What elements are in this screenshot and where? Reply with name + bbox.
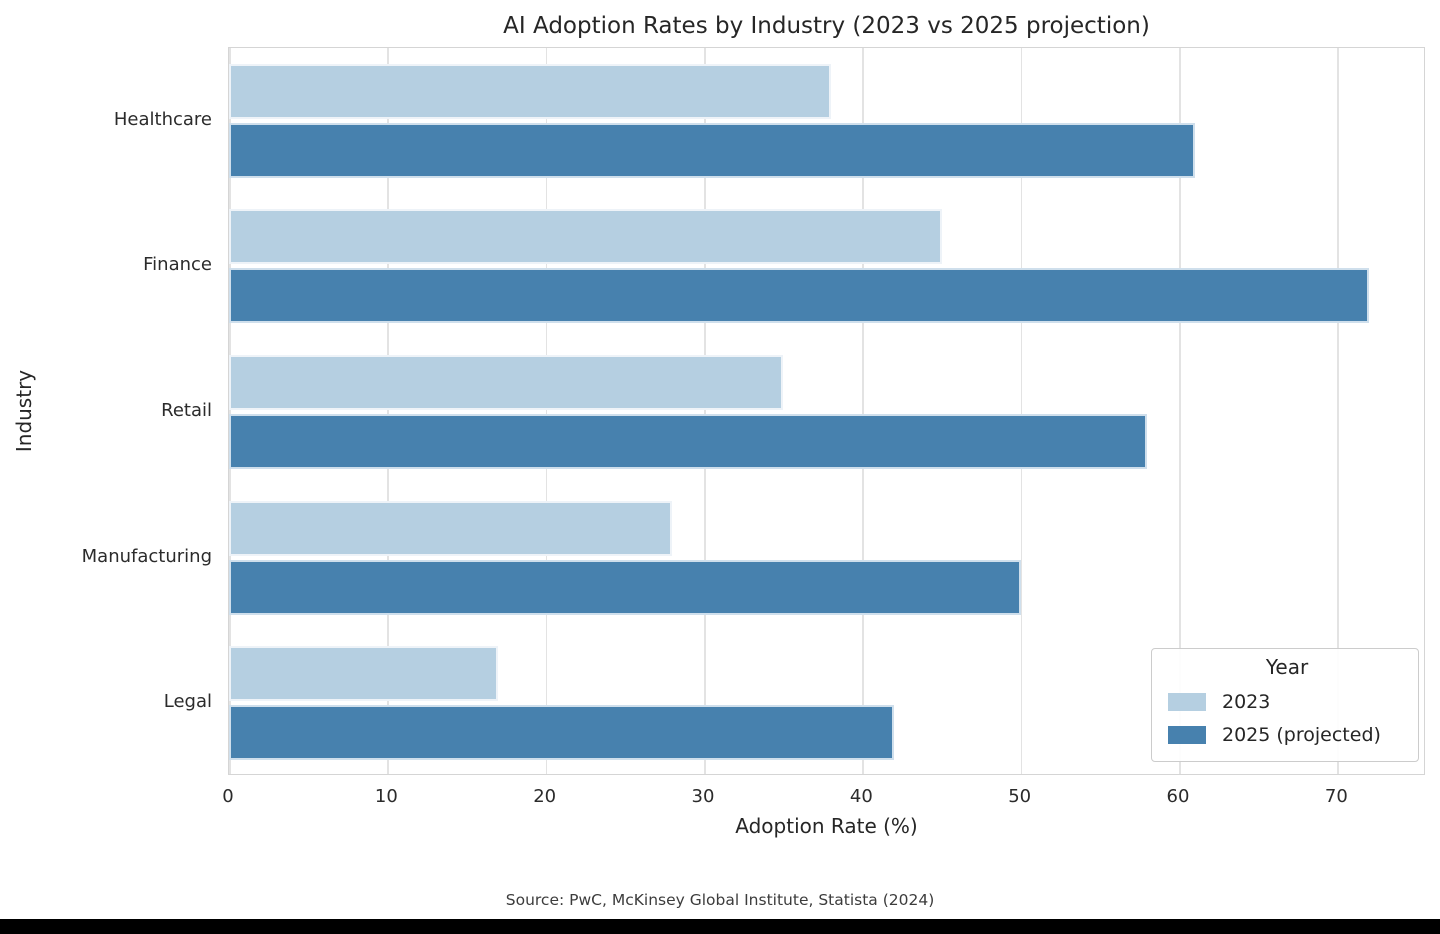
legend-label: 2025 (projected): [1222, 723, 1381, 746]
x-tick-label-60: 60: [1166, 786, 1190, 807]
y-tick-label-manufacturing: Manufacturing: [81, 545, 212, 567]
gridline-x-40: [862, 48, 864, 774]
legend: Year 2023 2025 (projected): [1151, 648, 1419, 762]
bar-retail-2023: [229, 355, 784, 410]
legend-title: Year: [1265, 655, 1309, 679]
x-axis-title: Adoption Rate (%): [735, 814, 918, 838]
bar-healthcare-2023: [229, 63, 831, 119]
gridline-x-70: [1337, 48, 1339, 774]
plot-area: Year 2023 2025 (projected): [228, 47, 1425, 775]
legend-entries: 2023 2025 (projected): [1168, 685, 1406, 751]
gridline-x-30: [704, 48, 706, 774]
legend-entry: 2025 (projected): [1168, 718, 1406, 751]
legend-swatch: [1168, 725, 1206, 744]
legend-swatch: [1168, 692, 1206, 711]
x-tick-label-10: 10: [374, 786, 398, 807]
bottom-black-bar: [0, 919, 1440, 934]
gridline-x-10: [387, 48, 389, 774]
gridline-x-20: [545, 48, 548, 774]
x-tick-label-70: 70: [1324, 786, 1348, 807]
gridline-x-0: [229, 48, 231, 774]
bar-finance-2025: [229, 268, 1369, 324]
x-tick-label-50: 50: [1008, 786, 1032, 807]
bar-finance-2023: [229, 209, 942, 265]
x-tick-label-0: 0: [222, 786, 234, 807]
bar-retail-2025: [229, 414, 1148, 469]
y-tick-label-retail: Retail: [161, 400, 212, 421]
x-tick-label-30: 30: [691, 786, 715, 807]
gridline-x-50: [1020, 48, 1023, 774]
x-tick-label-40: 40: [849, 786, 873, 807]
legend-entry: 2023: [1168, 685, 1406, 718]
bar-manufacturing-2025: [229, 559, 1021, 615]
legend-label: 2023: [1222, 690, 1271, 713]
bar-healthcare-2025: [229, 122, 1195, 178]
y-tick-label-healthcare: Healthcare: [113, 108, 212, 130]
bar-legal-2025: [229, 705, 894, 761]
y-tick-label-legal: Legal: [163, 691, 212, 713]
x-tick-label-20: 20: [533, 786, 557, 807]
y-tick-label-finance: Finance: [143, 254, 212, 276]
bar-manufacturing-2023: [229, 500, 673, 556]
bar-legal-2023: [229, 646, 499, 702]
chart-title: AI Adoption Rates by Industry (2023 vs 2…: [503, 13, 1150, 39]
gridline-x-60: [1179, 48, 1181, 774]
source-caption: Source: PwC, McKinsey Global Institute, …: [505, 891, 935, 909]
